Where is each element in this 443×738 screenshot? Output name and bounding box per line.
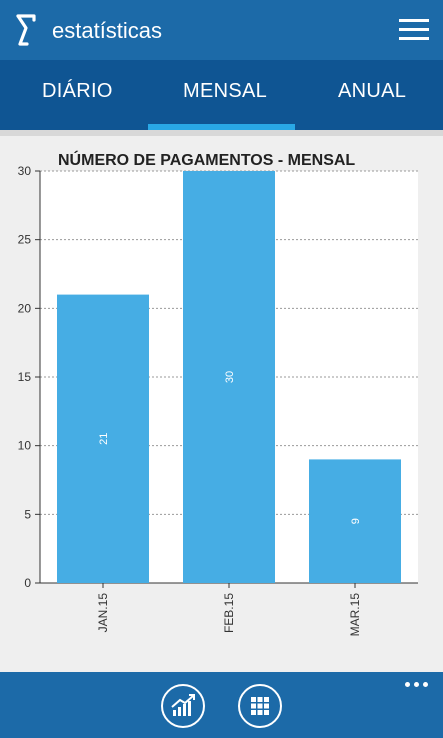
sigma-logo-icon	[16, 14, 36, 46]
y-tick-label: 0	[24, 576, 31, 590]
tab-bar: DIÁRIO MENSAL ANUAL	[0, 60, 443, 130]
app-bar	[0, 672, 443, 738]
tab-diario[interactable]: DIÁRIO	[42, 80, 113, 102]
bar-chart: 0 5 10 15 20 25 30 21 JAN.15 30 FEB.15 9 MAR.15 NÚMER…	[18, 150, 418, 637]
y-tick-label: 20	[18, 301, 32, 315]
data-label: 30	[224, 371, 236, 383]
grid-icon	[251, 697, 269, 715]
grid-button[interactable]	[238, 684, 282, 728]
x-tick-label: FEB.15	[222, 593, 236, 633]
data-label: 21	[98, 433, 110, 445]
statistics-button[interactable]	[161, 684, 205, 728]
y-tick-label: 30	[18, 164, 32, 178]
growth-chart-icon	[171, 694, 195, 716]
bar-jan-15[interactable]	[57, 294, 149, 583]
app-title: estatísticas	[52, 18, 163, 43]
data-label: 9	[350, 518, 362, 524]
selected-tab-indicator	[148, 124, 295, 130]
chart-title: NÚMERO DE PAGAMENTOS - MENSAL	[58, 150, 355, 169]
tabs-divider	[0, 130, 443, 136]
y-tick-label: 10	[18, 439, 32, 453]
hamburger-menu-icon[interactable]	[399, 19, 429, 41]
x-tick-label: MAR.15	[348, 593, 362, 637]
x-tick-label: JAN.15	[96, 593, 110, 633]
bar-feb-15[interactable]	[183, 171, 275, 583]
app-header: estatísticas	[0, 0, 443, 60]
more-dots-icon[interactable]	[405, 682, 429, 688]
tab-mensal[interactable]: MENSAL	[183, 80, 268, 102]
y-tick-label: 15	[18, 370, 32, 384]
tab-anual[interactable]: ANUAL	[338, 80, 407, 102]
bar-mar-15[interactable]	[309, 459, 401, 583]
y-tick-label: 25	[18, 233, 32, 247]
y-tick-label: 5	[24, 507, 31, 521]
chart-area: 0 5 10 15 20 25 30 21 JAN.15 30 FEB.15 9 MAR.15 NÚMER…	[0, 136, 443, 672]
